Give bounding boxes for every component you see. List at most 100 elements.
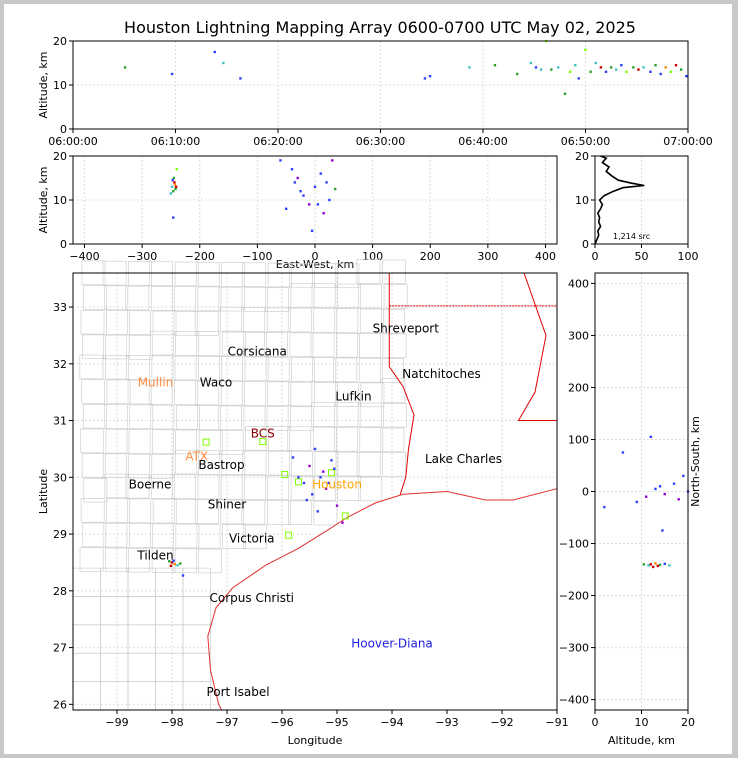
source-point — [169, 564, 173, 568]
county-cell — [104, 473, 129, 499]
county-cell — [264, 332, 288, 357]
source-point — [656, 564, 659, 568]
county-cell — [174, 380, 199, 405]
source-point — [319, 172, 322, 175]
county-cell — [182, 652, 211, 682]
county-cell — [172, 355, 197, 381]
gulf-water — [207, 488, 558, 710]
source-point — [620, 64, 623, 67]
county-cell — [148, 380, 173, 405]
source-point — [327, 481, 330, 485]
x-tick-label: −94 — [380, 716, 403, 729]
x-tick-label: 10 — [635, 716, 649, 729]
source-point — [677, 498, 680, 501]
county-cell — [182, 567, 211, 597]
source-point — [284, 207, 288, 210]
county-cell — [311, 476, 336, 501]
source-point — [651, 565, 655, 569]
county-cell — [243, 405, 268, 431]
county-cell — [242, 450, 267, 476]
county-cell — [335, 451, 360, 477]
city-label: Bastrop — [198, 458, 244, 472]
county-cell — [172, 286, 196, 311]
county-boundaries — [72, 259, 408, 711]
y-tick-label: 0 — [582, 486, 589, 499]
north-south-xlabel: Altitude, km — [608, 734, 675, 747]
county-cell — [336, 402, 361, 427]
source-point — [172, 176, 176, 180]
source-point — [173, 183, 177, 186]
x-tick-label: −400 — [69, 250, 99, 263]
source-point — [539, 68, 543, 71]
city-label: Victoria — [229, 532, 275, 546]
county-cell — [244, 356, 269, 382]
county-cell — [106, 498, 130, 523]
x-tick-label: 06:50:00 — [561, 135, 610, 148]
latitude-label: Latitude — [37, 469, 50, 515]
mississippi-border — [517, 272, 557, 422]
county-cell — [129, 404, 154, 429]
county-cell — [72, 596, 101, 626]
county-cell — [335, 263, 360, 289]
source-point — [179, 562, 182, 565]
source-point — [325, 181, 328, 184]
source-point — [213, 50, 216, 54]
y-tick-label: 400 — [568, 277, 589, 290]
county-cell — [383, 284, 408, 309]
county-cell — [125, 473, 150, 499]
longitude-axis: −99 −98 −97 −96 −95 −94 −93 −92 −91 — [105, 710, 569, 729]
source-point — [493, 64, 497, 67]
county-cell — [266, 426, 291, 451]
histogram-count-axis: 0 50 100 — [592, 244, 699, 263]
county-cell — [357, 333, 381, 358]
county-cell — [311, 283, 336, 308]
x-tick-label: −93 — [435, 716, 458, 729]
county-cell — [197, 474, 222, 500]
y-tick-label: 30 — [53, 471, 67, 484]
source-point — [661, 529, 664, 532]
county-cell — [196, 331, 221, 356]
source-point — [222, 61, 225, 65]
source-point — [341, 521, 344, 524]
county-cell — [128, 453, 153, 479]
source-point — [649, 435, 652, 439]
y-tick-label: 100 — [568, 433, 589, 446]
time-height-panel — [72, 39, 689, 130]
county-cell — [290, 475, 315, 501]
county-cell — [172, 548, 197, 573]
county-cell — [106, 310, 130, 335]
source-point — [308, 203, 311, 206]
county-cell — [382, 259, 406, 285]
county-cell — [313, 308, 338, 333]
north-south-axis: −400 −300 −200 −100 0 100 200 300 400 — [559, 277, 595, 707]
city-label: Boerne — [129, 478, 172, 492]
source-point — [313, 447, 317, 451]
source-point — [550, 68, 553, 71]
y-tick-label: 200 — [568, 381, 589, 394]
source-point — [173, 562, 176, 566]
source-point — [333, 187, 337, 191]
source-point — [331, 159, 334, 162]
y-tick-label: −100 — [559, 538, 589, 551]
county-cell — [100, 567, 129, 597]
east-west-ylabel: Altitude, km — [37, 166, 50, 233]
county-cell — [82, 334, 106, 360]
county-cell — [72, 624, 101, 654]
y-tick-label: 20 — [575, 150, 589, 163]
source-point — [311, 493, 314, 496]
chart-title: Houston Lightning Mapping Array 0600-070… — [124, 18, 636, 37]
source-point — [659, 72, 662, 76]
county-cell — [197, 286, 222, 312]
x-tick-label: 06:30:00 — [356, 135, 405, 148]
county-cell — [103, 334, 128, 360]
source-point — [324, 487, 328, 490]
county-cell — [291, 357, 315, 382]
county-cell — [100, 624, 129, 654]
county-cell — [155, 681, 184, 711]
county-cell — [72, 652, 101, 682]
county-cell — [149, 454, 174, 479]
source-point — [299, 190, 302, 193]
plan-view-frame — [72, 272, 558, 711]
county-cell — [382, 333, 407, 359]
county-cell — [313, 500, 338, 526]
